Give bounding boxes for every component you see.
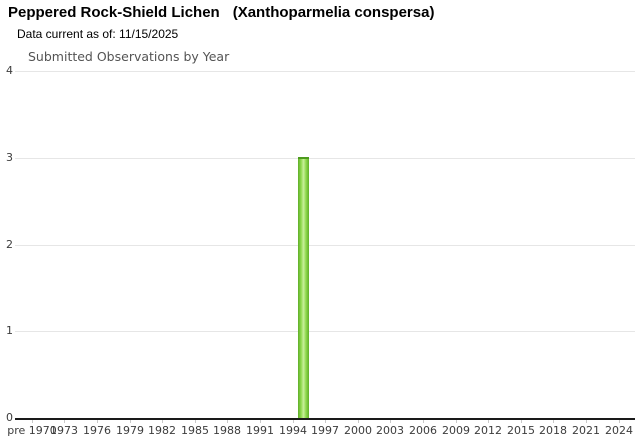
x-axis-tick-label: 2021 [572, 424, 600, 437]
x-axis-tick [64, 420, 65, 423]
x-axis-tick [456, 420, 457, 423]
y-gridline [15, 245, 635, 246]
y-gridline [15, 71, 635, 72]
x-axis-tick-label: 1997 [311, 424, 339, 437]
x-axis-tick-label: 1988 [213, 424, 241, 437]
x-axis-line [15, 418, 635, 420]
x-axis-tick [423, 420, 424, 423]
y-axis-tick-label: 1 [6, 324, 13, 337]
x-axis-tick [293, 420, 294, 423]
y-axis-tick-label: 0 [6, 411, 13, 424]
page-title: Peppered Rock-Shield Lichen (Xanthoparmel… [8, 4, 434, 21]
x-axis-tick [358, 420, 359, 423]
x-axis-tick [619, 420, 620, 423]
x-axis-tick-label: 1979 [116, 424, 144, 437]
x-axis-tick [32, 420, 33, 423]
x-axis-tick [195, 420, 196, 423]
x-axis-tick [162, 420, 163, 423]
x-axis-tick-label: 2015 [507, 424, 535, 437]
x-axis-tick [586, 420, 587, 423]
x-axis-tick [325, 420, 326, 423]
y-gridline [15, 158, 635, 159]
x-axis-tick-label: 1994 [279, 424, 307, 437]
y-axis-tick-label: 2 [6, 238, 13, 251]
y-axis-tick-label: 4 [6, 64, 13, 77]
y-gridline [15, 331, 635, 332]
species-common-name: Peppered Rock-Shield Lichen [8, 4, 220, 21]
x-axis-tick [227, 420, 228, 423]
x-axis-tick [97, 420, 98, 423]
x-axis-tick-label: 2000 [344, 424, 372, 437]
x-axis-tick [521, 420, 522, 423]
x-axis-tick-label: 1982 [148, 424, 176, 437]
x-axis-tick-label: 1991 [246, 424, 274, 437]
observation-bar [298, 157, 309, 420]
x-axis-tick-label: pre 1970 [7, 424, 57, 437]
x-axis-tick-label: 2003 [376, 424, 404, 437]
x-axis-tick-label: 1973 [50, 424, 78, 437]
x-axis-tick [130, 420, 131, 423]
x-axis-tick [488, 420, 489, 423]
x-axis-tick-label: 2024 [605, 424, 633, 437]
y-axis-tick-label: 3 [6, 151, 13, 164]
x-axis-tick [390, 420, 391, 423]
x-axis-tick [260, 420, 261, 423]
x-axis-tick-label: 1985 [181, 424, 209, 437]
x-axis-tick-label: 2009 [442, 424, 470, 437]
data-current-note: Data current as of: 11/15/2025 [17, 27, 179, 41]
chart-title: Submitted Observations by Year [28, 49, 230, 64]
species-scientific-name: (Xanthoparmelia conspersa) [232, 4, 435, 21]
x-axis-tick-label: 2006 [409, 424, 437, 437]
x-axis-tick-label: 2012 [474, 424, 502, 437]
x-axis-tick-label: 2018 [539, 424, 567, 437]
x-axis-tick-label: 1976 [83, 424, 111, 437]
x-axis-tick [553, 420, 554, 423]
